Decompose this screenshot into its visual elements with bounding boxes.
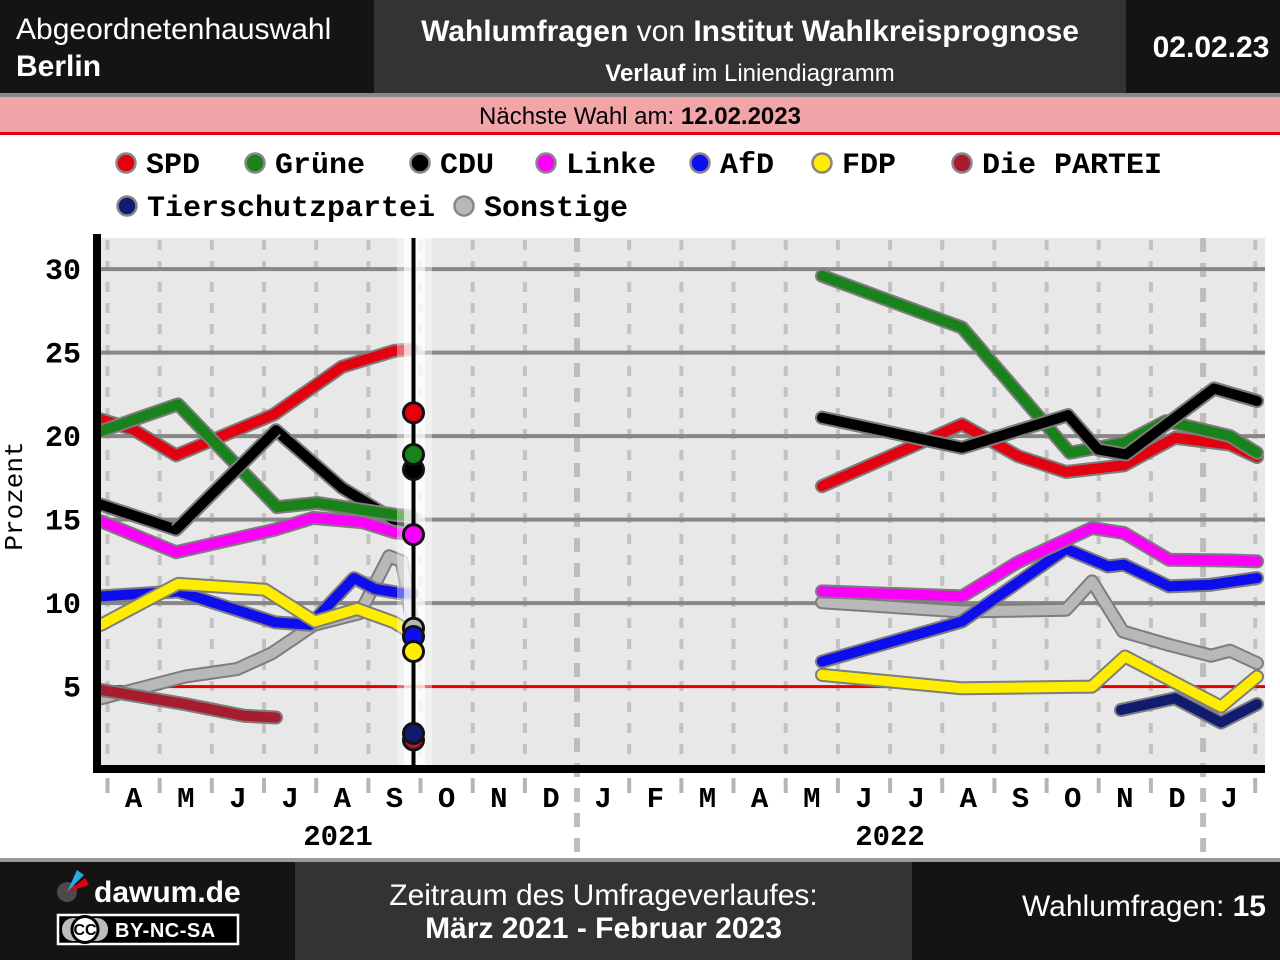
svg-text:S: S xyxy=(386,783,403,816)
svg-text:J: J xyxy=(907,783,924,816)
svg-text:D: D xyxy=(1168,783,1185,816)
svg-text:20: 20 xyxy=(45,422,81,456)
svg-text:N: N xyxy=(490,783,507,816)
svg-text:CDU: CDU xyxy=(440,149,494,183)
svg-text:SPD: SPD xyxy=(146,149,200,183)
svg-text:A: A xyxy=(334,783,352,816)
svg-text:Grüne: Grüne xyxy=(275,149,365,183)
svg-text:CC: CC xyxy=(73,922,97,939)
svg-text:dawum.de: dawum.de xyxy=(94,876,241,909)
svg-text:10: 10 xyxy=(45,589,81,623)
svg-text:AfD: AfD xyxy=(720,149,774,183)
svg-text:A: A xyxy=(125,783,143,816)
svg-text:A: A xyxy=(751,783,769,816)
svg-text:Prozent: Prozent xyxy=(0,441,30,550)
svg-text:Die PARTEI: Die PARTEI xyxy=(982,149,1162,183)
svg-text:M: M xyxy=(803,783,820,816)
svg-text:FDP: FDP xyxy=(842,149,896,183)
svg-text:A: A xyxy=(960,783,978,816)
svg-text:J: J xyxy=(594,783,611,816)
svg-text:O: O xyxy=(1064,783,1081,816)
svg-text:M: M xyxy=(177,783,194,816)
svg-text:N: N xyxy=(1116,783,1133,816)
svg-text:25: 25 xyxy=(45,339,81,373)
svg-text:30: 30 xyxy=(45,255,81,289)
svg-text:F: F xyxy=(647,783,664,816)
svg-text:O: O xyxy=(438,783,455,816)
svg-text:Tierschutzpartei: Tierschutzpartei xyxy=(147,192,435,226)
svg-text:D: D xyxy=(542,783,559,816)
svg-text:BY-NC-SA: BY-NC-SA xyxy=(115,920,216,942)
svg-text:M: M xyxy=(699,783,716,816)
svg-text:2021: 2021 xyxy=(303,821,373,854)
svg-text:15: 15 xyxy=(45,506,81,540)
svg-text:5: 5 xyxy=(63,673,81,707)
svg-text:S: S xyxy=(1012,783,1029,816)
svg-text:Linke: Linke xyxy=(566,149,656,183)
svg-text:J: J xyxy=(281,783,298,816)
svg-text:J: J xyxy=(855,783,872,816)
svg-text:J: J xyxy=(229,783,246,816)
svg-text:2022: 2022 xyxy=(855,821,925,854)
svg-text:Sonstige: Sonstige xyxy=(484,192,628,226)
svg-text:J: J xyxy=(1220,783,1237,816)
